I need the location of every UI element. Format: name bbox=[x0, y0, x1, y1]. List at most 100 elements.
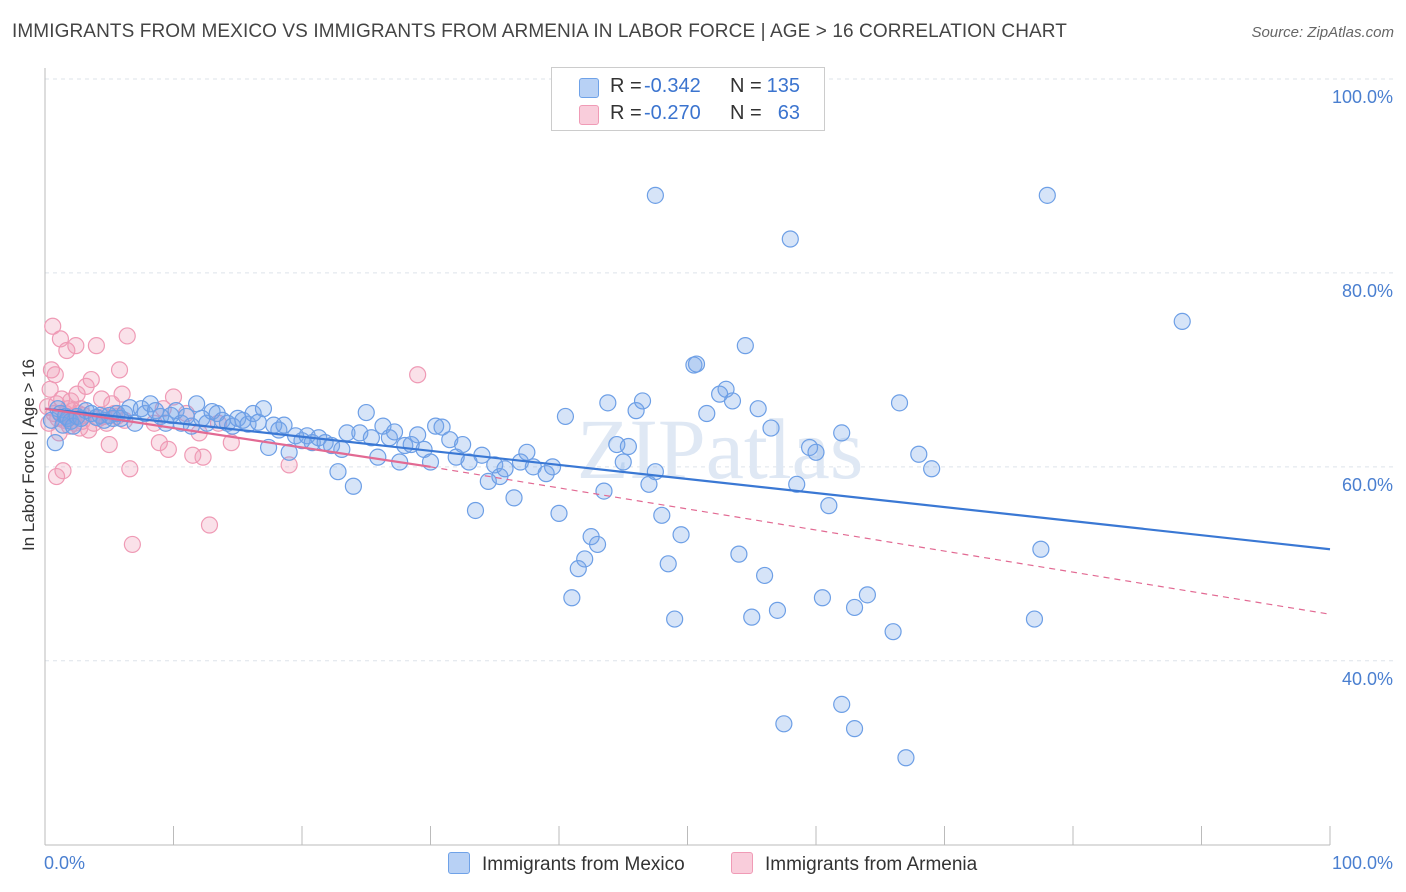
mexico-point bbox=[329, 463, 347, 481]
mexico-point bbox=[807, 443, 825, 461]
legend-item-armenia: Immigrants from Armenia bbox=[731, 852, 977, 876]
y-tick-label: 100.0% bbox=[1332, 87, 1393, 107]
mexico-point bbox=[698, 404, 716, 423]
mexico-point bbox=[409, 426, 427, 444]
mexico-point bbox=[595, 482, 613, 500]
mexico-legend-label: Immigrants from Mexico bbox=[482, 854, 685, 875]
mexico-point bbox=[788, 475, 806, 493]
mexico-swatch bbox=[579, 78, 599, 98]
mexico-point bbox=[672, 526, 690, 544]
armenia-point bbox=[194, 448, 212, 466]
armenia-point bbox=[67, 337, 85, 355]
armenia-point bbox=[44, 317, 62, 335]
mexico-point bbox=[362, 429, 380, 447]
mexico-point bbox=[736, 337, 754, 355]
mexico-point bbox=[687, 355, 706, 373]
mexico-point bbox=[755, 566, 774, 585]
legend-n-value: 135 bbox=[766, 75, 800, 97]
mexico-point bbox=[563, 589, 581, 607]
armenia-point bbox=[100, 435, 118, 454]
mexico-point bbox=[46, 434, 64, 452]
y-tick-label: 40.0% bbox=[1342, 669, 1393, 689]
y-tick-label: 80.0% bbox=[1342, 281, 1393, 301]
mexico-point bbox=[845, 720, 864, 738]
armenia-point bbox=[87, 337, 106, 355]
mexico-point bbox=[357, 403, 375, 422]
trend-lines bbox=[44, 407, 1331, 615]
legend-n-label: N = bbox=[730, 75, 762, 97]
mexico-point bbox=[280, 443, 298, 461]
armenia-point bbox=[164, 388, 183, 406]
mexico-point bbox=[466, 501, 485, 520]
x-tick-label: 0.0% bbox=[44, 853, 85, 873]
mexico-point bbox=[427, 417, 445, 435]
armenia-point bbox=[200, 516, 219, 534]
correlation-legend: R = -0.342 N = 135 R = -0.270 N = 63 bbox=[551, 67, 825, 131]
armenia-point bbox=[82, 370, 100, 389]
mexico-point bbox=[653, 506, 671, 524]
mexico-point bbox=[1025, 610, 1044, 628]
mexico-point bbox=[633, 392, 652, 410]
armenia-point bbox=[46, 366, 64, 384]
series-legend: Immigrants from Mexico Immigrants from A… bbox=[0, 852, 1406, 878]
mexico-point bbox=[646, 463, 664, 481]
mexico-point bbox=[433, 418, 451, 436]
armenia-point bbox=[110, 361, 129, 379]
mexico-point bbox=[923, 460, 941, 478]
mexico-point bbox=[275, 416, 293, 434]
mexico-trend-line bbox=[44, 407, 1331, 551]
mexico-point bbox=[833, 695, 851, 714]
source-label: Source: ZipAtlas.com bbox=[1251, 24, 1394, 41]
mexico-point bbox=[1173, 312, 1191, 331]
watermark: ZIPatlas bbox=[577, 401, 864, 497]
mexico-point bbox=[627, 402, 645, 420]
legend-r-label: R = bbox=[610, 75, 642, 97]
armenia-point bbox=[50, 424, 68, 442]
mexico-point bbox=[619, 437, 637, 456]
armenia-trend-extension bbox=[430, 466, 1331, 615]
legend-n-value: 63 bbox=[777, 102, 800, 124]
mexico-point bbox=[505, 489, 523, 507]
mexico-point bbox=[569, 560, 587, 578]
mexico-point bbox=[884, 623, 902, 641]
mexico-point bbox=[441, 431, 459, 449]
mexico-point bbox=[454, 435, 472, 454]
mexico-point bbox=[646, 186, 664, 204]
armenia-point bbox=[150, 434, 168, 452]
mexico-point bbox=[550, 504, 568, 522]
armenia-swatch bbox=[579, 105, 599, 125]
legend-row-armenia: R = -0.270 N = 63 bbox=[552, 102, 824, 128]
mexico-point bbox=[743, 608, 761, 626]
mexico-point bbox=[910, 445, 928, 463]
armenia-point bbox=[121, 460, 139, 478]
mexico-point bbox=[723, 392, 742, 410]
mexico-point bbox=[344, 477, 362, 495]
mexico-point bbox=[820, 497, 838, 515]
mexico-point bbox=[167, 402, 185, 420]
mexico-point bbox=[845, 598, 864, 617]
mexico-point bbox=[781, 230, 799, 248]
armenia-point bbox=[280, 456, 298, 474]
mexico-point bbox=[858, 586, 877, 604]
mexico-point bbox=[518, 443, 536, 461]
armenia-point bbox=[159, 440, 177, 458]
armenia-point bbox=[118, 327, 136, 345]
mexico-legend-swatch bbox=[448, 852, 470, 874]
armenia-point bbox=[113, 385, 131, 403]
armenia-point bbox=[47, 467, 66, 486]
armenia-point bbox=[54, 462, 72, 480]
mexico-point bbox=[813, 589, 832, 607]
legend-r-value: -0.270 bbox=[644, 102, 701, 124]
grid-lines bbox=[45, 78, 1394, 662]
mexico-point bbox=[244, 404, 262, 423]
mexico-point bbox=[762, 419, 780, 437]
armenia-point bbox=[184, 446, 202, 464]
x-tick-label: 100.0% bbox=[1332, 853, 1393, 873]
mexico-point bbox=[556, 407, 575, 426]
armenia-legend-swatch bbox=[731, 852, 753, 874]
mexico-point bbox=[749, 400, 767, 418]
mexico-point bbox=[775, 715, 793, 733]
legend-r-value: -0.342 bbox=[644, 75, 701, 97]
mexico-point bbox=[897, 749, 915, 767]
